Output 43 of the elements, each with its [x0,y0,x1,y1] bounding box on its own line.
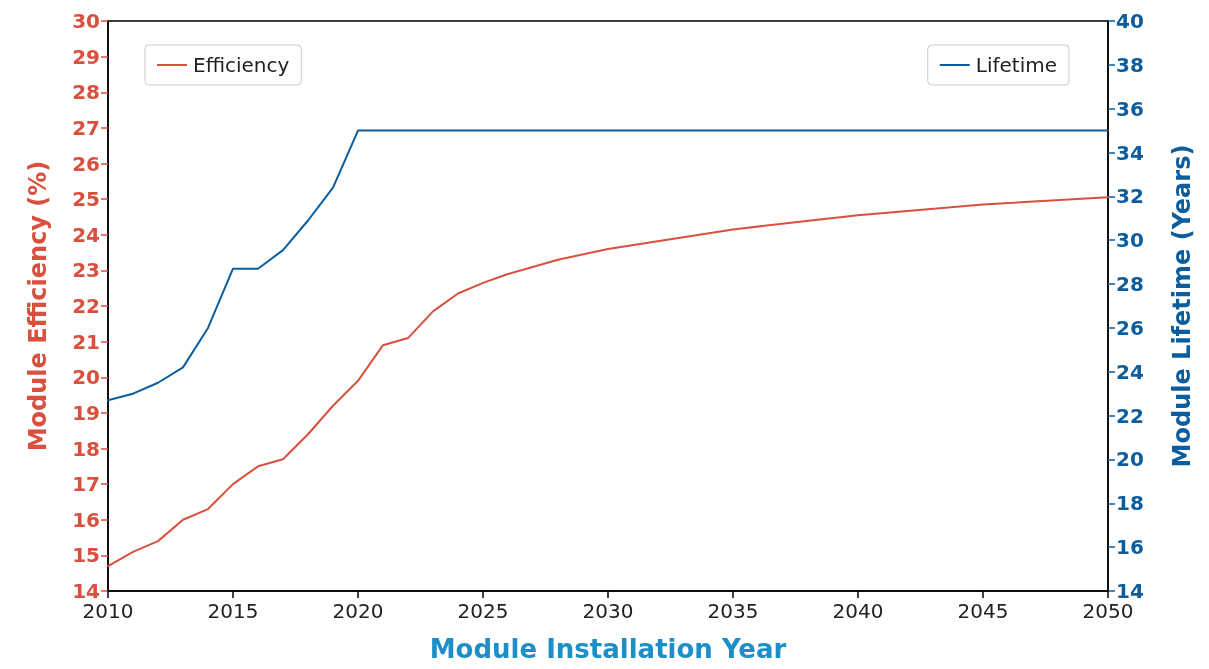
x-tick-label: 2030 [582,599,634,623]
y2-tick-label: 16 [1116,535,1144,560]
y-tick-label: 20 [72,365,100,390]
y-tick-label: 19 [72,400,100,425]
y-tick-label: 17 [72,472,100,497]
x-tick-label: 2045 [957,599,1009,623]
y-tick-label: 23 [72,258,100,283]
y2-tick-label: 34 [1116,140,1144,165]
x-tick-label: 2025 [457,599,509,623]
y-tick-label: 16 [72,507,100,532]
line-series [107,129,1109,402]
y-tick-label: 25 [72,187,100,212]
y-tick-label: 27 [72,115,100,140]
x-tick-label: 2035 [707,599,759,623]
y-tick-label: 15 [72,543,100,568]
x-tick-label: 2040 [832,599,884,623]
y2-tick-label: 36 [1116,96,1144,121]
y2-tick-label: 38 [1116,52,1144,77]
y2-tick-label: 30 [1116,228,1144,253]
x-tick-label: 2020 [332,599,384,623]
y-tick-label: 22 [72,294,100,318]
y2-tick-label: 22 [1116,403,1144,428]
legend-label: Lifetime [975,53,1057,77]
y-tick-label: 28 [72,80,100,105]
y2-tick-label: 26 [1116,315,1144,340]
y2-axis-title: Module Lifetime (Years) [1168,144,1196,468]
y-tick-label: 21 [72,329,100,354]
y-tick-label: 26 [72,151,100,176]
y2-tick-label: 32 [1116,184,1144,209]
x-tick-label: 2015 [207,599,259,623]
y-tick-label: 24 [72,222,100,247]
y2-tick-label: 18 [1116,491,1144,516]
y-tick-label: 18 [72,436,100,461]
line-series [107,196,1109,568]
x-axis-title: Module Installation Year [429,634,787,664]
y2-tick-label: 20 [1116,447,1144,472]
y-tick-label: 29 [72,44,100,69]
legend-label: Efficiency [193,53,290,77]
y-axis-title: Module Efficiency (%) [24,160,52,452]
y2-tick-label: 28 [1116,272,1144,297]
y2-tick-label: 24 [1116,359,1144,384]
y-tick-label: 30 [72,9,100,33]
y2-tick-label: 40 [1116,9,1144,33]
